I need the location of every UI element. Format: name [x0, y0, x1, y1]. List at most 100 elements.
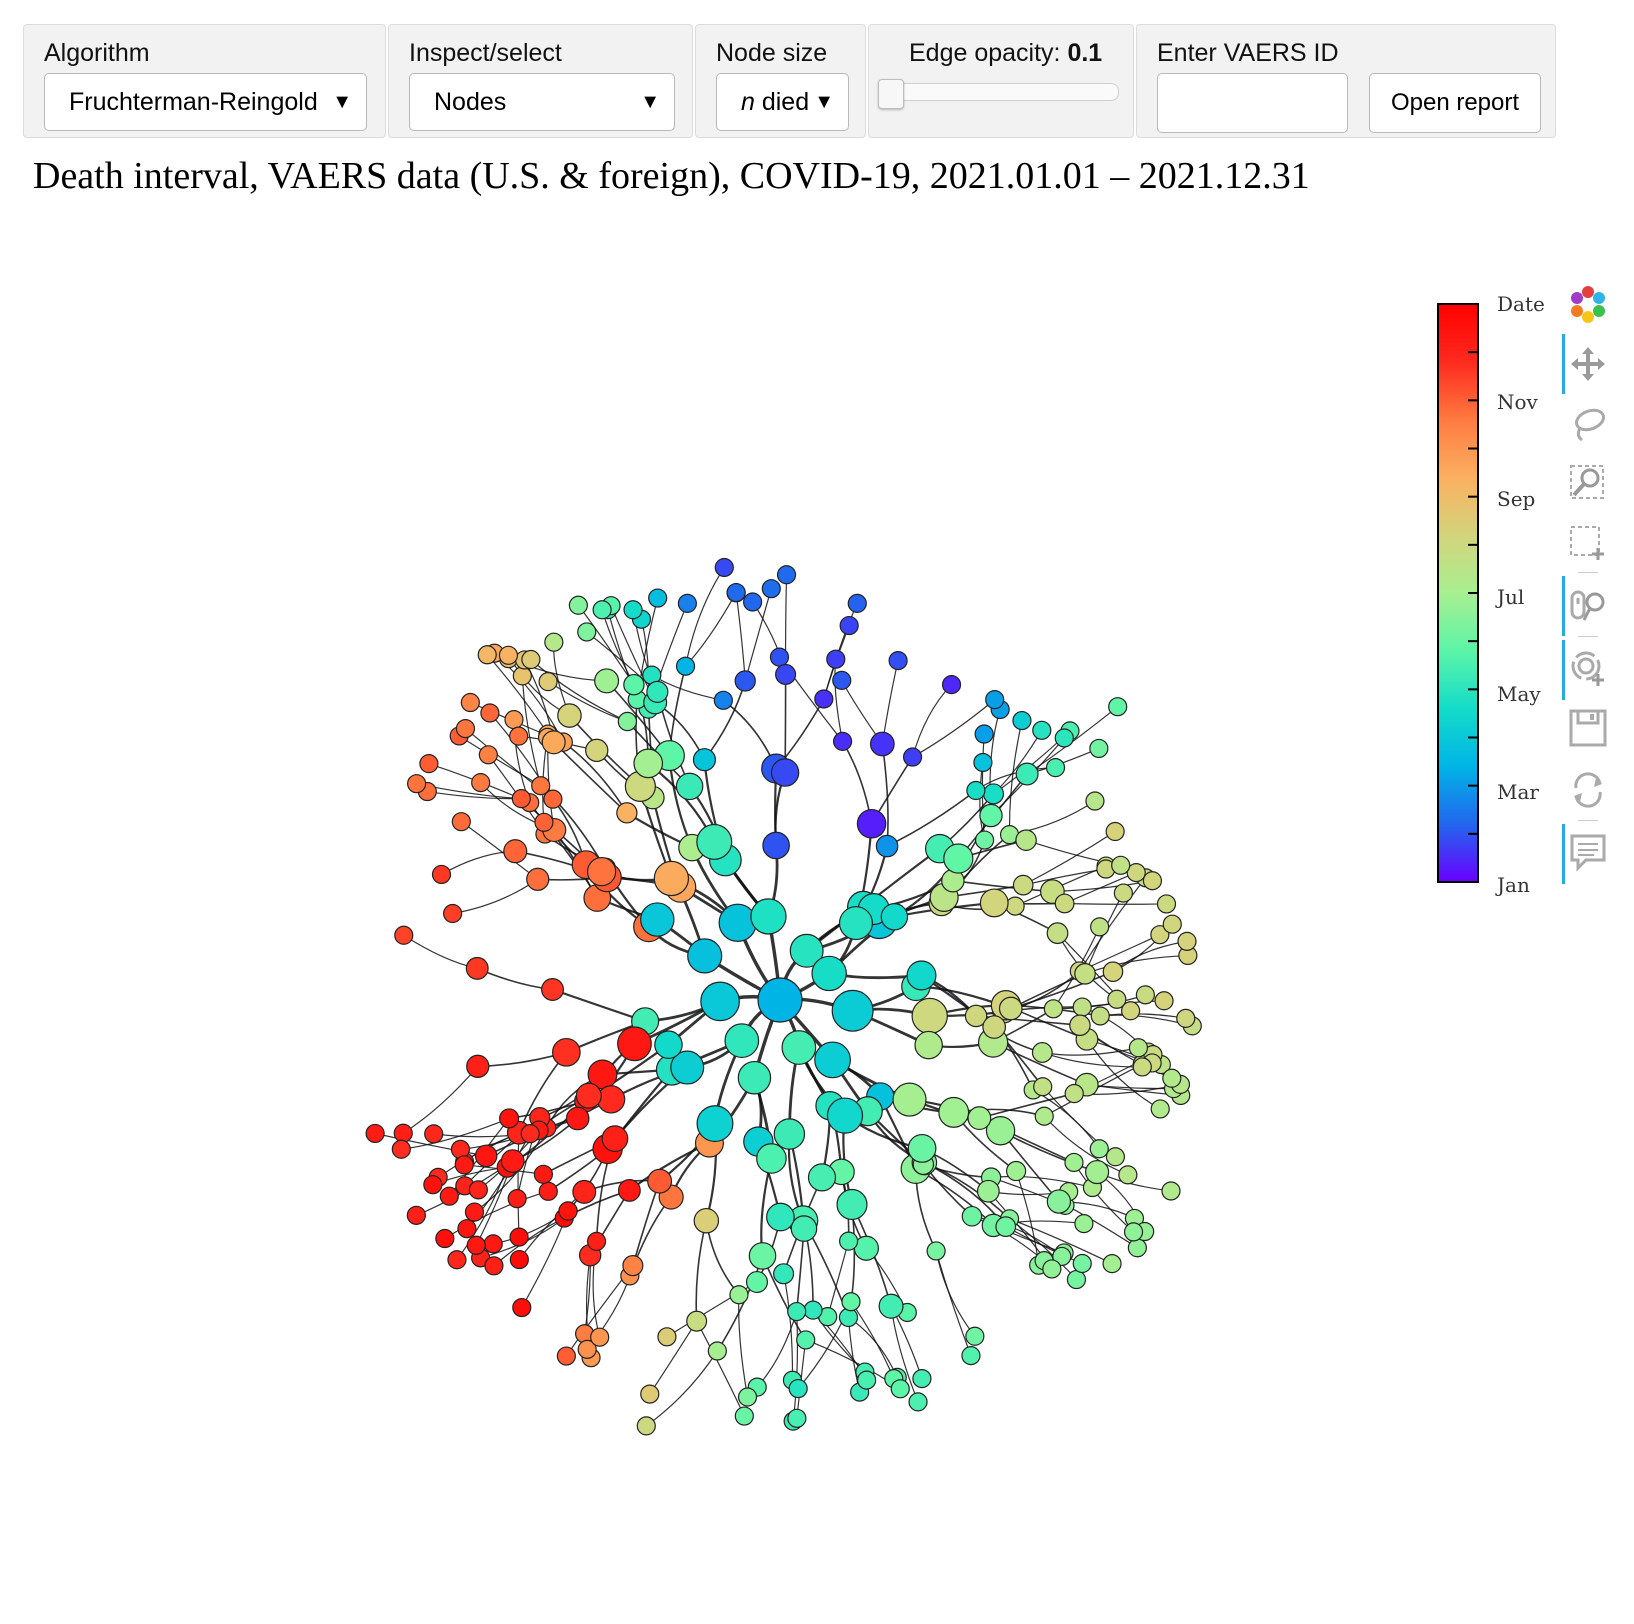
graph-node[interactable]: [1128, 1038, 1149, 1058]
graph-node[interactable]: [1142, 871, 1163, 891]
graph-node[interactable]: [979, 888, 1009, 918]
graph-node[interactable]: [419, 754, 439, 774]
graph-node[interactable]: [1150, 925, 1170, 945]
graph-node[interactable]: [617, 711, 638, 732]
graph-node[interactable]: [500, 1149, 525, 1173]
graph-node[interactable]: [756, 1143, 787, 1174]
graph-node[interactable]: [509, 1249, 529, 1270]
graph-node[interactable]: [423, 1175, 443, 1195]
graph-node[interactable]: [966, 780, 986, 801]
graph-node[interactable]: [811, 955, 847, 992]
graph-node[interactable]: [594, 668, 620, 694]
graph-node[interactable]: [577, 1339, 597, 1359]
graph-node[interactable]: [590, 1327, 610, 1347]
graph-node[interactable]: [700, 981, 740, 1022]
box-zoom-icon[interactable]: [1568, 463, 1608, 503]
graph-node[interactable]: [460, 692, 480, 713]
graph-node[interactable]: [407, 774, 427, 794]
save-icon[interactable]: [1568, 708, 1608, 748]
graph-node[interactable]: [1012, 874, 1034, 896]
graph-node[interactable]: [907, 1133, 937, 1163]
graph-node[interactable]: [875, 834, 899, 858]
graph-node[interactable]: [435, 1228, 455, 1249]
graph-node[interactable]: [787, 1408, 807, 1428]
graph-node[interactable]: [1111, 855, 1131, 875]
graph-node[interactable]: [961, 1346, 981, 1366]
graph-node[interactable]: [734, 670, 756, 692]
bokeh-logo-icon[interactable]: [1568, 284, 1608, 324]
graph-node[interactable]: [1046, 922, 1069, 945]
graph-node[interactable]: [499, 1108, 520, 1129]
graph-node[interactable]: [1123, 1222, 1144, 1242]
graph-node[interactable]: [832, 670, 852, 690]
graph-node[interactable]: [773, 1118, 806, 1150]
graph-node[interactable]: [1102, 961, 1124, 983]
graph-node[interactable]: [521, 649, 541, 670]
graph-node[interactable]: [623, 673, 645, 696]
hover-icon[interactable]: [1568, 832, 1608, 872]
graph-node[interactable]: [1042, 1259, 1062, 1279]
graph-node[interactable]: [675, 772, 704, 801]
graph-node[interactable]: [911, 997, 948, 1035]
graph-node[interactable]: [1052, 1246, 1072, 1267]
graph-node[interactable]: [526, 867, 550, 891]
graph-node[interactable]: [646, 680, 669, 703]
graph-node[interactable]: [504, 710, 524, 730]
pan-icon[interactable]: [1568, 344, 1608, 384]
graph-node[interactable]: [543, 789, 563, 809]
graph-node[interactable]: [1113, 883, 1133, 903]
graph-node[interactable]: [750, 898, 787, 935]
graph-node[interactable]: [693, 1207, 720, 1234]
graph-node[interactable]: [483, 1234, 503, 1254]
graph-node[interactable]: [480, 703, 500, 723]
graph-node[interactable]: [1054, 893, 1075, 914]
graph-node[interactable]: [616, 802, 638, 824]
graph-node[interactable]: [775, 663, 797, 685]
node-size-select[interactable]: n died ▼: [716, 73, 849, 131]
graph-node[interactable]: [457, 1219, 477, 1239]
graph-node[interactable]: [692, 748, 717, 772]
graph-node[interactable]: [985, 1116, 1016, 1146]
graph-node[interactable]: [640, 902, 675, 937]
graph-node[interactable]: [888, 650, 908, 671]
graph-node[interactable]: [1135, 985, 1155, 1005]
algorithm-select[interactable]: Fruchterman-Reingold ▼: [44, 73, 367, 131]
graph-node[interactable]: [788, 1378, 808, 1399]
graph-node[interactable]: [471, 773, 491, 793]
graph-node[interactable]: [654, 1030, 683, 1059]
graph-node[interactable]: [1072, 1253, 1092, 1274]
graph-node[interactable]: [586, 856, 617, 887]
graph-node[interactable]: [938, 1096, 970, 1128]
graph-node[interactable]: [974, 724, 994, 744]
graph-node[interactable]: [831, 989, 874, 1032]
graph-node[interactable]: [552, 1037, 581, 1067]
box-select-icon[interactable]: [1568, 522, 1608, 562]
graph-node[interactable]: [568, 595, 588, 615]
open-report-button[interactable]: Open report: [1369, 73, 1541, 133]
graph-node[interactable]: [538, 1181, 558, 1201]
inspect-select[interactable]: Nodes ▼: [409, 73, 675, 131]
graph-node[interactable]: [906, 960, 937, 991]
graph-node[interactable]: [1064, 1152, 1084, 1173]
graph-node[interactable]: [675, 656, 696, 676]
graph-node[interactable]: [601, 1125, 629, 1153]
graph-node[interactable]: [967, 1106, 992, 1131]
graph-node[interactable]: [1105, 1147, 1126, 1167]
graph-node[interactable]: [477, 645, 497, 665]
graph-node[interactable]: [718, 903, 757, 942]
graph-node[interactable]: [1085, 1159, 1110, 1185]
graph-node[interactable]: [998, 996, 1023, 1021]
graph-node[interactable]: [832, 731, 853, 751]
graph-node[interactable]: [498, 645, 519, 665]
graph-node[interactable]: [394, 925, 414, 945]
graph-node[interactable]: [640, 1384, 660, 1404]
graph-node[interactable]: [979, 803, 1003, 828]
graph-node[interactable]: [1118, 1165, 1138, 1185]
graph-node[interactable]: [776, 565, 797, 585]
graph-node[interactable]: [1161, 1181, 1181, 1201]
graph-node[interactable]: [912, 1368, 932, 1389]
graph-node[interactable]: [534, 812, 554, 832]
graph-node[interactable]: [686, 1310, 708, 1332]
graph-node[interactable]: [761, 579, 781, 599]
